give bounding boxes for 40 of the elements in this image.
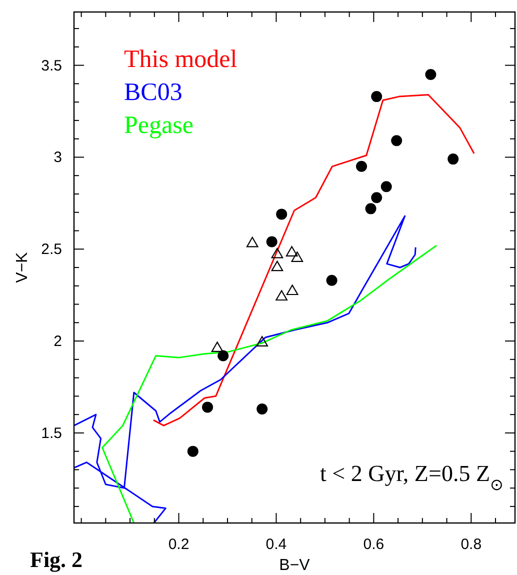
x-tick-label: 0.6 [363, 536, 384, 553]
point [256, 336, 268, 347]
point [448, 154, 459, 165]
annotation: t < 2 Gyr, Z=0.5 Z$_{⊙}$ [320, 461, 503, 494]
point [380, 181, 392, 192]
point [291, 252, 304, 262]
text: BC03 [124, 79, 182, 106]
caption: Fig. 2 [30, 547, 83, 572]
point [276, 290, 288, 301]
point [425, 68, 436, 80]
y-tick-label: 3.5 [41, 57, 62, 74]
x-tick-label: 0.2 [168, 536, 190, 553]
point [356, 160, 368, 172]
y-axis-title: V−K [14, 252, 31, 283]
point [218, 350, 229, 362]
point [371, 91, 382, 102]
point [266, 236, 278, 248]
point [371, 192, 382, 204]
point [202, 402, 214, 413]
point [365, 203, 376, 214]
point [286, 284, 298, 296]
point [391, 135, 402, 146]
x-axis-title: B−V [279, 557, 310, 574]
y-tick-label: 2 [54, 333, 62, 350]
text: This model [124, 46, 238, 73]
text: Pegase [124, 112, 194, 139]
point [326, 274, 338, 286]
point [246, 236, 258, 248]
point [187, 446, 198, 457]
point [271, 248, 284, 258]
y-tick-label: 2.5 [41, 241, 62, 258]
y-tick-label: 3 [54, 149, 62, 166]
x-tick-label: 0.8 [460, 536, 482, 553]
x-tick-label: 0.4 [266, 536, 287, 553]
point [211, 342, 224, 352]
point [256, 404, 268, 415]
point [286, 246, 298, 256]
point [271, 260, 284, 272]
y-tick-label: 1.5 [41, 424, 62, 442]
point [276, 208, 288, 220]
